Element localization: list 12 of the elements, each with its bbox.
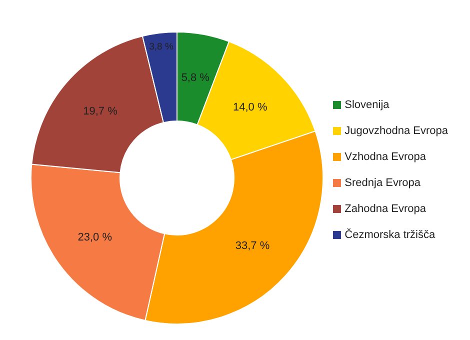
legend-label: Čezmorska tržišča (344, 229, 436, 241)
legend-label: Jugovzhodna Evropa (344, 125, 448, 137)
legend-label: Slovenija (344, 99, 390, 111)
legend-label: Srednja Evropa (344, 177, 420, 189)
data-label: 23,0 % (78, 232, 112, 244)
data-label: 33,7 % (235, 240, 270, 252)
data-label: 3,8 % (149, 41, 174, 52)
legend-label: Vzhodna Evropa (344, 151, 426, 163)
data-label: 19,7 % (83, 106, 118, 118)
legend-label: Zahodna Evropa (344, 203, 426, 215)
data-label: 5,8 % (181, 72, 210, 84)
data-label: 14,0 % (232, 102, 268, 114)
